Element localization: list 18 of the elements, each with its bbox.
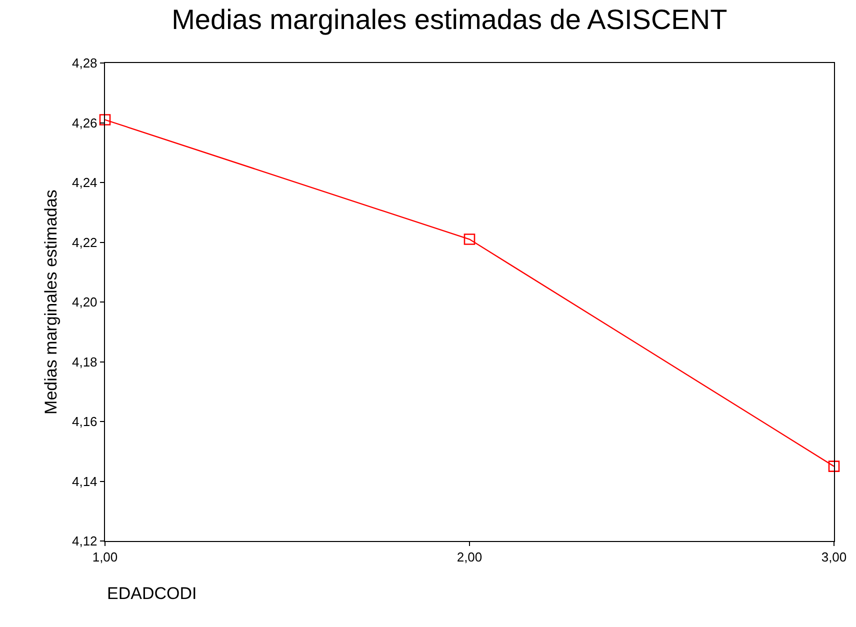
y-tick-label: 4,26 <box>72 115 98 130</box>
point <box>828 460 840 472</box>
y-axis-title: Medias marginales estimadas <box>42 190 61 414</box>
y-tick-label: 4,24 <box>72 175 98 190</box>
y-tick-label: 4,20 <box>72 294 98 310</box>
x-tick-label: 1,00 <box>92 550 118 565</box>
point <box>464 234 476 245</box>
y-tick-label: 4,22 <box>72 234 98 250</box>
x-axis-title: EDADCODI <box>107 584 197 603</box>
x-tick-label: 2,00 <box>456 550 482 565</box>
y-tick-label: 4,16 <box>72 414 98 430</box>
y-tick-label: 4,12 <box>72 534 98 549</box>
y-tick-label: 4,28 <box>72 56 98 71</box>
chart-title: Medias marginales estimadas de ASISCENT <box>172 4 728 36</box>
y-tick-label: 4,18 <box>72 354 98 370</box>
y-tick-label: 4,14 <box>72 474 98 489</box>
point <box>99 114 111 126</box>
x-tick-label: 3,00 <box>821 550 847 565</box>
